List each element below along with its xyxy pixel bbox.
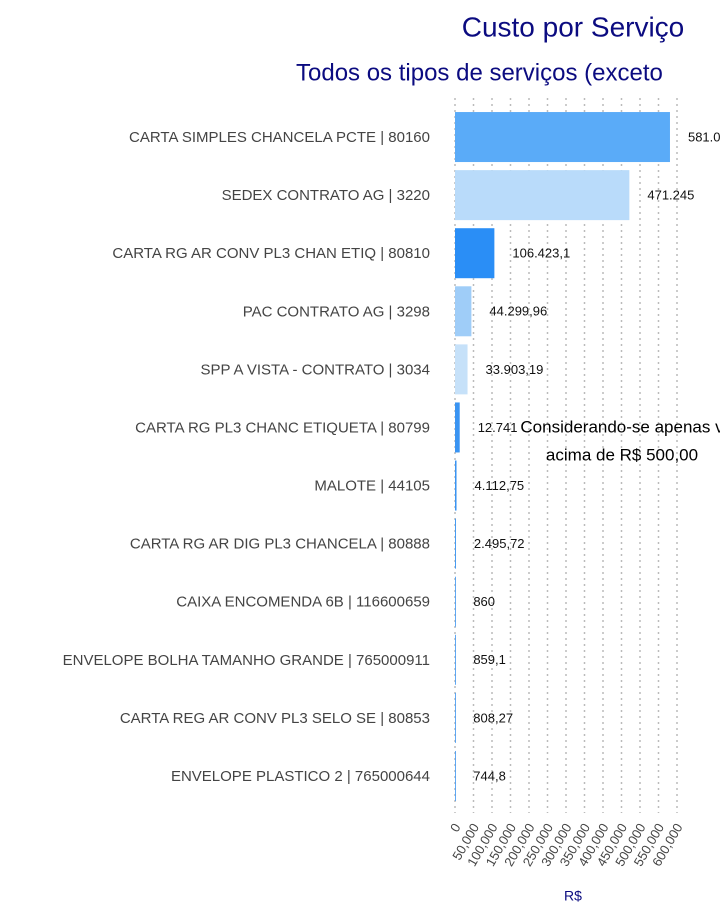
y-tick-label: CARTA RG PL3 CHANC ETIQUETA | 80799 <box>135 419 430 436</box>
value-label: 744,8 <box>473 768 506 783</box>
y-tick-label: CAIXA ENCOMENDA 6B | 116600659 <box>176 594 430 611</box>
bar <box>455 112 670 163</box>
value-label: 859,1 <box>473 652 506 667</box>
x-tick-label: 0 <box>447 821 464 835</box>
value-label: 33.903,19 <box>486 362 544 377</box>
y-tick-label: SPP A VISTA - CONTRATO | 3034 <box>200 361 430 378</box>
y-tick-label: CARTA RG AR DIG PL3 CHANCELA | 80888 <box>130 536 430 553</box>
annotation: Considerando-se apenas v <box>520 417 720 436</box>
value-label: 471.245 <box>647 188 694 203</box>
y-tick-label: CARTA SIMPLES CHANCELA PCTE | 80160 <box>129 129 430 146</box>
y-tick-label: ENVELOPE BOLHA TAMANHO GRANDE | 76500091… <box>63 652 430 669</box>
y-tick-label: CARTA RG AR CONV PL3 CHAN ETIQ | 80810 <box>112 245 430 262</box>
value-label: 808,27 <box>473 710 513 725</box>
y-tick-label: PAC CONTRATO AG | 3298 <box>243 303 430 320</box>
bar <box>455 228 495 279</box>
chart-subtitle: Todos os tipos de serviços (exceto <box>296 59 663 86</box>
value-label: 106.423,1 <box>512 246 570 261</box>
bar <box>455 692 456 743</box>
bar <box>455 518 456 569</box>
bar <box>455 750 456 801</box>
x-axis-label: R$ <box>564 888 582 904</box>
y-tick-label: ENVELOPE PLASTICO 2 | 765000644 <box>171 768 430 785</box>
annotation: acima de R$ 500,00 <box>546 445 698 464</box>
y-tick-label: SEDEX CONTRATO AG | 3220 <box>222 187 430 204</box>
value-label: 860 <box>473 594 495 609</box>
bar <box>455 344 468 395</box>
bar <box>455 460 457 511</box>
y-tick-label: MALOTE | 44105 <box>314 478 430 495</box>
bar <box>455 286 472 337</box>
bar <box>455 634 456 685</box>
value-label: 581.000 <box>688 129 720 144</box>
value-label: 12.741 <box>478 420 518 435</box>
chart-title: Custo por Serviço <box>462 11 685 42</box>
value-label: 4.112,75 <box>475 478 525 493</box>
bar <box>455 170 630 221</box>
bar <box>455 576 456 627</box>
y-tick-label: CARTA REG AR CONV PL3 SELO SE | 80853 <box>120 710 430 727</box>
bar <box>455 402 460 453</box>
value-label: 44.299,96 <box>489 304 547 319</box>
value-label: 2.495,72 <box>474 536 525 551</box>
